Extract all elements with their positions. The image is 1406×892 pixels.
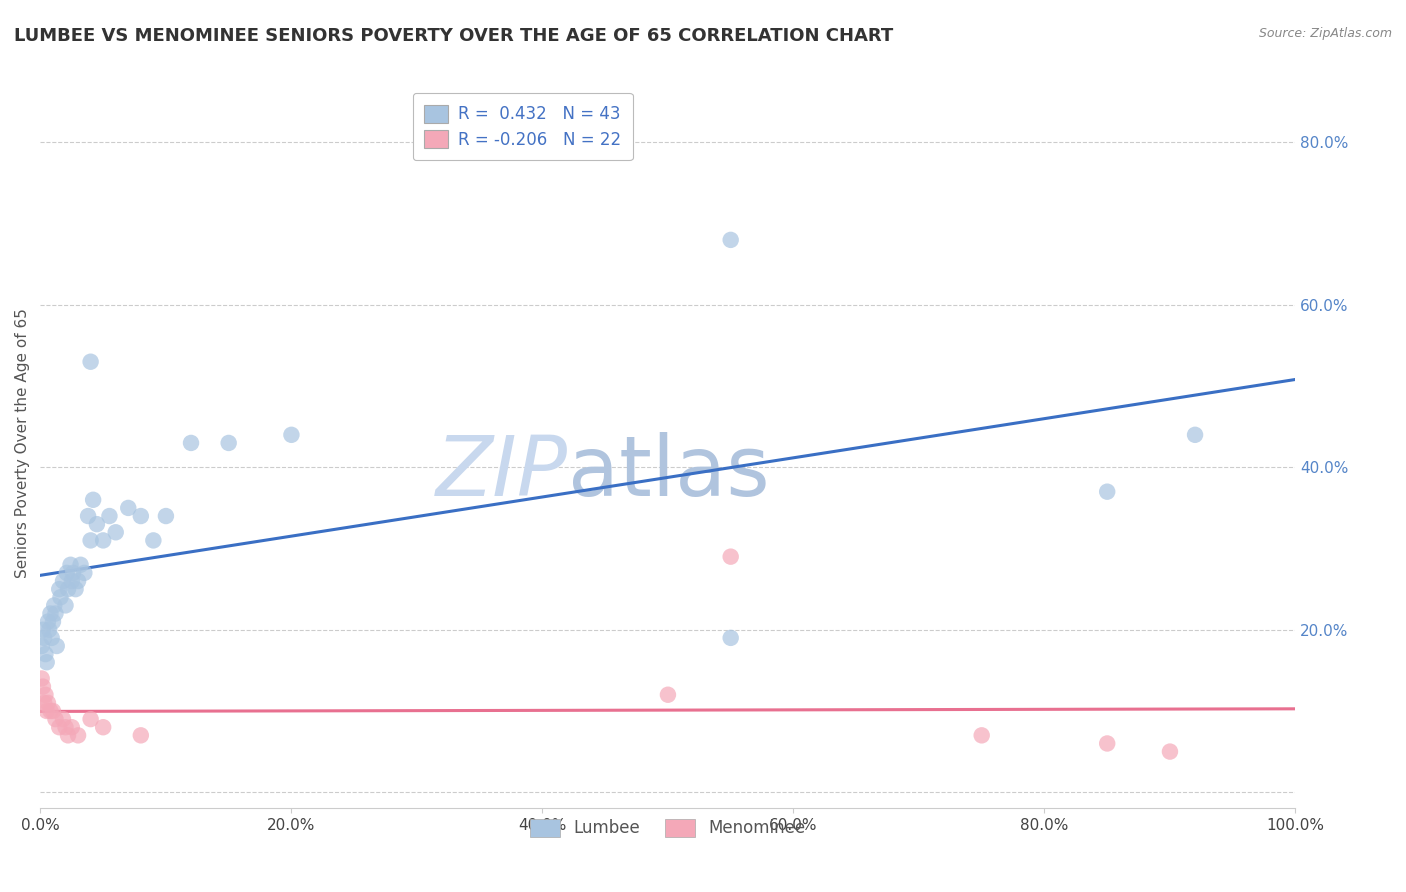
Legend: Lumbee, Menominee: Lumbee, Menominee (523, 812, 813, 844)
Point (79, 712, 101, 726)
Text: atlas: atlas (568, 432, 769, 513)
Point (720, 631, 742, 645)
Point (48, 582, 70, 596)
Point (720, 233, 742, 247)
Point (45, 639, 67, 653)
Point (60, 720, 83, 734)
Point (65, 582, 87, 596)
Point (180, 436, 202, 450)
Point (67, 574, 90, 588)
Text: LUMBEE VS MENOMINEE SENIORS POVERTY OVER THE AGE OF 65 CORRELATION CHART: LUMBEE VS MENOMINEE SENIORS POVERTY OVER… (14, 27, 893, 45)
Point (35, 704, 58, 718)
Point (49, 591, 72, 605)
Point (44, 599, 66, 613)
Point (60, 574, 83, 588)
Point (69, 558, 91, 572)
Point (44, 607, 66, 621)
Point (37, 615, 59, 629)
Point (1095, 736, 1118, 750)
Point (657, 688, 679, 702)
Point (35, 655, 58, 669)
Point (44, 712, 66, 726)
Point (129, 509, 152, 524)
Point (34, 688, 56, 702)
Point (39, 704, 62, 718)
Y-axis label: Seniors Poverty Over the Age of 65: Seniors Poverty Over the Age of 65 (15, 308, 30, 578)
Point (155, 509, 177, 524)
Point (280, 427, 302, 442)
Point (55, 599, 77, 613)
Point (117, 500, 139, 515)
Point (67, 728, 90, 742)
Point (91, 533, 114, 548)
Point (41, 631, 63, 645)
Point (32, 631, 55, 645)
Point (39, 607, 62, 621)
Point (59, 558, 82, 572)
Point (970, 728, 993, 742)
Point (38, 623, 60, 637)
Point (73, 566, 96, 580)
Point (218, 436, 240, 450)
Point (32, 696, 55, 710)
Point (129, 728, 152, 742)
Point (1159, 745, 1181, 759)
Point (56, 728, 79, 742)
Point (720, 549, 742, 564)
Text: Source: ZipAtlas.com: Source: ZipAtlas.com (1258, 27, 1392, 40)
Text: ZIP: ZIP (436, 432, 568, 513)
Point (79, 533, 101, 548)
Point (52, 712, 75, 726)
Point (32, 680, 55, 694)
Point (31, 672, 53, 686)
Point (55, 720, 77, 734)
Point (91, 720, 114, 734)
Point (42, 704, 65, 718)
Point (32, 623, 55, 637)
Point (37, 696, 59, 710)
Point (1184, 427, 1206, 442)
Point (55, 566, 77, 580)
Point (82, 492, 104, 507)
Point (86, 517, 108, 532)
Point (34, 647, 56, 661)
Point (48, 720, 70, 734)
Point (56, 582, 79, 596)
Point (104, 525, 127, 540)
Point (52, 574, 75, 588)
Point (1095, 484, 1118, 499)
Point (77, 509, 100, 524)
Point (62, 566, 84, 580)
Point (142, 533, 165, 548)
Point (98, 509, 121, 524)
Point (42, 615, 65, 629)
Point (79, 355, 101, 369)
Point (31, 639, 53, 653)
